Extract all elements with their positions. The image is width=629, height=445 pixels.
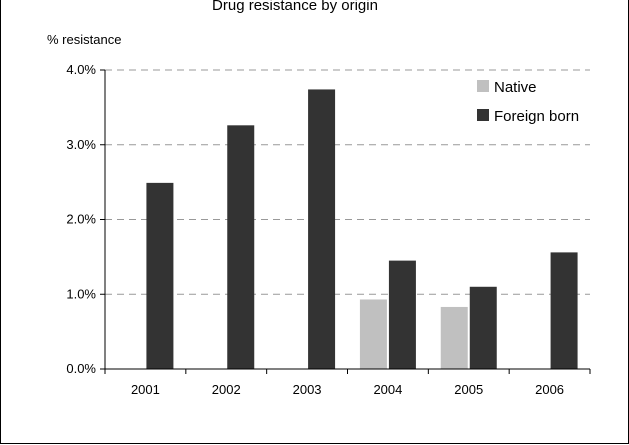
bar-foreign-born: [550, 252, 578, 369]
bar-native: [359, 299, 387, 369]
y-tick-label: 1.0%: [66, 286, 96, 301]
bar-native: [440, 306, 468, 369]
y-axis-label: % resistance: [47, 32, 121, 47]
bar-foreign-born: [227, 125, 255, 369]
bar-foreign-born: [469, 286, 497, 369]
chart-title: Drug resistance by origin: [212, 0, 378, 14]
y-tick-label: 3.0%: [66, 137, 96, 152]
legend-swatch: [477, 80, 489, 92]
bar-foreign-born: [308, 89, 336, 369]
y-tick-label: 4.0%: [66, 62, 96, 77]
x-tick-label: 2001: [131, 382, 160, 397]
x-tick-label: 2005: [454, 382, 483, 397]
y-tick-label: 0.0%: [66, 361, 96, 376]
x-tick-label: 2003: [293, 382, 322, 397]
x-tick-label: 2002: [212, 382, 241, 397]
legend-label: Foreign born: [494, 108, 579, 125]
legend-label: Native: [494, 79, 537, 96]
bars: [146, 89, 578, 369]
x-tick-label: 2004: [373, 382, 402, 397]
x-tick-labels: 2001 2002 2003 2004 2005 2006: [104, 369, 591, 397]
legend: Native Foreign born: [477, 79, 579, 125]
y-tick-label: 2.0%: [66, 212, 96, 227]
x-tick-label: 2006: [535, 382, 564, 397]
y-tick-labels: 0.0% 1.0% 2.0% 3.0% 4.0%: [66, 62, 105, 376]
gridlines: [105, 69, 590, 295]
legend-swatch: [477, 109, 489, 121]
bar-foreign-born: [388, 260, 416, 369]
bar-foreign-born: [146, 182, 174, 369]
